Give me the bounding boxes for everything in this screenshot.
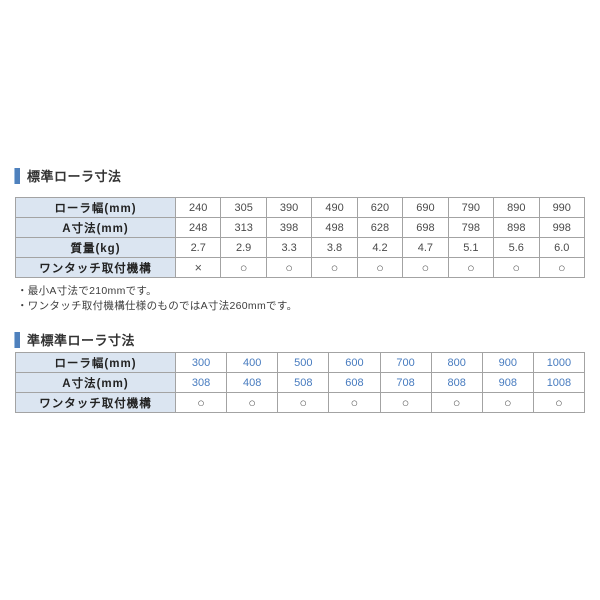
table-row: ローラ幅(mm) 300 400 500 600 700 800 900 1000 xyxy=(15,352,586,373)
row-label: 質量(kg) xyxy=(15,237,176,258)
cell-value: 4.2 xyxy=(356,237,404,258)
cell-value: ○ xyxy=(481,392,534,413)
cell-value: 490 xyxy=(311,197,358,218)
cell-value: 698 xyxy=(402,217,449,238)
cell-value: ○ xyxy=(174,392,228,413)
cell-value: 1008 xyxy=(532,372,586,393)
cell-value: 500 xyxy=(277,352,330,373)
cell-value: 300 xyxy=(174,352,228,373)
cell-value: 398 xyxy=(265,217,313,238)
cell-value: 390 xyxy=(265,197,313,218)
cell-value: 890 xyxy=(493,197,540,218)
table-row: A寸法(mm) 248 313 398 498 628 698 798 898 998 xyxy=(15,217,585,238)
cell-value: ○ xyxy=(220,257,267,278)
cell-value: ○ xyxy=(430,392,483,413)
note-line: ・最小A寸法で210mmです。 xyxy=(17,285,157,297)
cell-value: ○ xyxy=(311,257,358,278)
cell-value: 2.9 xyxy=(220,237,267,258)
cell-value: 620 xyxy=(356,197,404,218)
section-title-text: 標準ローラ寸法 xyxy=(27,169,122,184)
cell-value: 790 xyxy=(447,197,495,218)
cell-value: 5.6 xyxy=(493,237,540,258)
cell-value: ○ xyxy=(493,257,540,278)
semi-standard-roller-section-title: 準標準ローラ寸法 xyxy=(14,330,135,349)
cell-value: × xyxy=(174,257,222,278)
cell-value: 313 xyxy=(220,217,267,238)
cell-value: ○ xyxy=(402,257,449,278)
cell-value: 305 xyxy=(220,197,267,218)
cell-value: 900 xyxy=(481,352,534,373)
cell-value: ○ xyxy=(538,257,585,278)
cell-value: 5.1 xyxy=(447,237,495,258)
semi-standard-roller-table: ローラ幅(mm) 300 400 500 600 700 800 900 1000 A寸法(mm)… xyxy=(15,352,586,413)
row-label: ローラ幅(mm) xyxy=(15,352,176,373)
cell-value: ○ xyxy=(265,257,313,278)
table-row: ワンタッチ取付機構 ○ ○ ○ ○ ○ ○ ○ ○ xyxy=(15,392,586,413)
cell-value: 998 xyxy=(538,217,585,238)
cell-value: 708 xyxy=(379,372,432,393)
row-label: A寸法(mm) xyxy=(15,372,176,393)
cell-value: 3.3 xyxy=(265,237,313,258)
cell-value: 2.7 xyxy=(174,237,222,258)
cell-value: 690 xyxy=(402,197,449,218)
cell-value: 628 xyxy=(356,217,404,238)
standard-roller-notes: ・最小A寸法で210mmです。・ワンタッチ取付機構仕様のものではA寸法260mm… xyxy=(17,284,297,314)
cell-value: 248 xyxy=(174,217,222,238)
row-label: ワンタッチ取付機構 xyxy=(15,392,176,413)
cell-value: 400 xyxy=(226,352,279,373)
title-accent-bar-icon xyxy=(14,331,20,348)
cell-value: 808 xyxy=(430,372,483,393)
cell-value: 700 xyxy=(379,352,432,373)
table-row: A寸法(mm) 308 408 508 608 708 808 908 1008 xyxy=(15,372,586,393)
cell-value: 6.0 xyxy=(538,237,585,258)
cell-value: 608 xyxy=(328,372,381,393)
table-row: ローラ幅(mm) 240 305 390 490 620 690 790 890 990 xyxy=(15,197,585,218)
row-label: A寸法(mm) xyxy=(15,217,176,238)
cell-value: ○ xyxy=(226,392,279,413)
cell-value: 4.7 xyxy=(402,237,449,258)
cell-value: ○ xyxy=(328,392,381,413)
cell-value: ○ xyxy=(532,392,586,413)
cell-value: 908 xyxy=(481,372,534,393)
cell-value: ○ xyxy=(379,392,432,413)
cell-value: 800 xyxy=(430,352,483,373)
cell-value: 798 xyxy=(447,217,495,238)
cell-value: ○ xyxy=(277,392,330,413)
row-label: ローラ幅(mm) xyxy=(15,197,176,218)
cell-value: 408 xyxy=(226,372,279,393)
section-title-text: 準標準ローラ寸法 xyxy=(27,333,136,348)
cell-value: 600 xyxy=(328,352,381,373)
cell-value: ○ xyxy=(447,257,495,278)
title-accent-bar-icon xyxy=(14,167,20,184)
cell-value: 3.8 xyxy=(311,237,358,258)
cell-value: 1000 xyxy=(532,352,586,373)
table-row: ワンタッチ取付機構 × ○ ○ ○ ○ ○ ○ ○ ○ xyxy=(15,257,585,278)
cell-value: 308 xyxy=(174,372,228,393)
row-label: ワンタッチ取付機構 xyxy=(15,257,176,278)
cell-value: 240 xyxy=(174,197,222,218)
table-row: 質量(kg) 2.7 2.9 3.3 3.8 4.2 4.7 5.1 5.6 6.0 xyxy=(15,237,585,258)
note-line: ・ワンタッチ取付機構仕様のものではA寸法260mmです。 xyxy=(17,300,298,312)
cell-value: 508 xyxy=(277,372,330,393)
cell-value: 898 xyxy=(493,217,540,238)
cell-value: 498 xyxy=(311,217,358,238)
standard-roller-table: ローラ幅(mm) 240 305 390 490 620 690 790 890 990 A寸法(m… xyxy=(15,197,585,278)
cell-value: 990 xyxy=(538,197,585,218)
standard-roller-section-title: 標準ローラ寸法 xyxy=(14,166,122,185)
cell-value: ○ xyxy=(356,257,404,278)
